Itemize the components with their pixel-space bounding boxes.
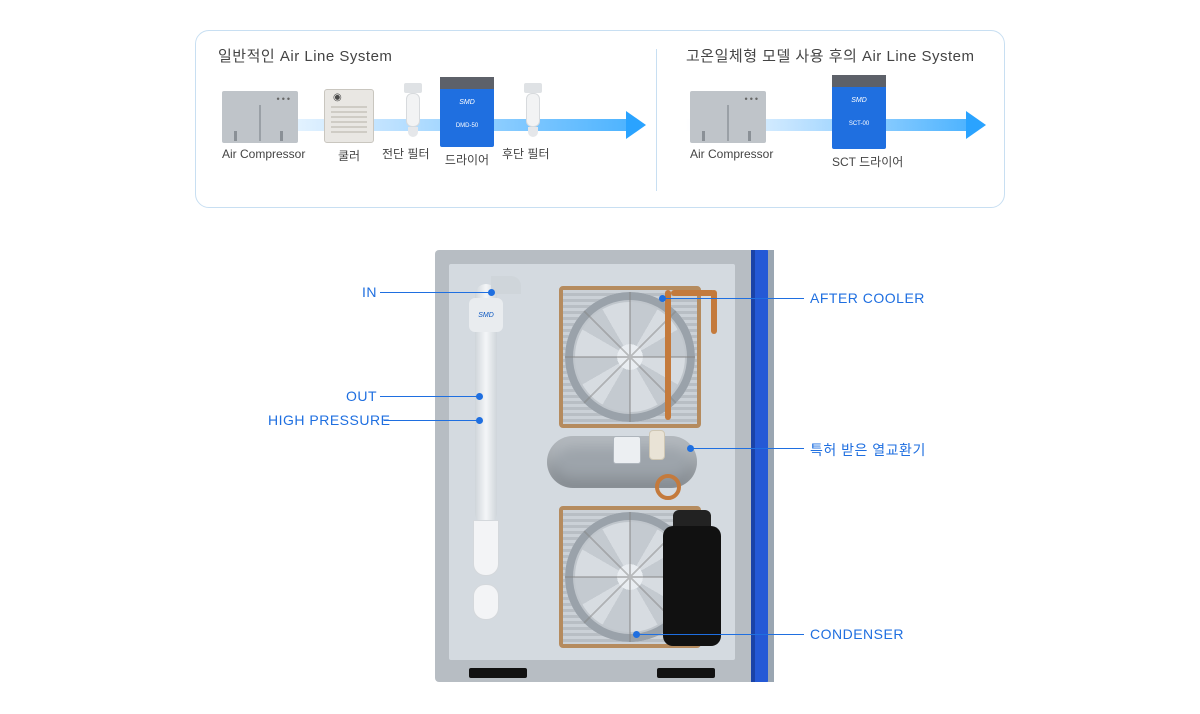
callout-condenser: CONDENSER [810, 626, 904, 642]
lead-out [380, 396, 480, 397]
control-box [613, 436, 641, 464]
dryer-logo: SMD [832, 97, 886, 104]
dryer-model: DMD-50 [440, 123, 494, 129]
lead-high-pressure [384, 420, 480, 421]
left-item-postfilter: 후단 필터 [516, 83, 550, 162]
lead-in [380, 292, 492, 293]
left-item-prefilter: 전단 필터 [396, 83, 430, 162]
item-label: 후단 필터 [502, 145, 550, 162]
filter-icon [404, 83, 422, 141]
callout-high-pressure: HIGH PRESSURE [268, 412, 390, 428]
receiver-cylinder [649, 430, 665, 460]
machine-diagram: SMD [435, 250, 765, 682]
dryer-logo: SMD [440, 99, 494, 106]
callout-after-cooler: AFTER COOLER [810, 290, 925, 306]
left-item-dryer: SMD DMD-50 드라이어 [440, 77, 494, 168]
comparison-panel: 일반적인 Air Line System 고온일체형 모델 사용 후의 Air … [195, 30, 1005, 208]
item-label: 전단 필터 [382, 145, 430, 162]
item-label: Air Compressor [222, 147, 305, 161]
right-item-sct-dryer: SMD SCT-00 SCT 드라이어 [832, 75, 903, 170]
sct-dryer-icon: SMD SCT-00 [832, 75, 886, 149]
item-label: 드라이어 [440, 151, 494, 168]
lead-condenser [636, 634, 804, 635]
compressor-icon [222, 91, 298, 143]
refrigerant-compressor [663, 526, 721, 646]
separator-bowl-upper [473, 520, 499, 576]
base-feet [459, 666, 725, 678]
copper-pipe [671, 290, 715, 296]
right-section-title: 고온일체형 모델 사용 후의 Air Line System [686, 45, 975, 66]
panel-divider [656, 49, 657, 191]
dryer-model: SCT-00 [832, 121, 886, 127]
callout-in: IN [362, 284, 377, 300]
inlet-elbow [491, 276, 521, 294]
left-section-title: 일반적인 Air Line System [218, 45, 392, 66]
lead-heat-exchanger [690, 448, 804, 449]
after-cooler-fan-icon [565, 292, 695, 422]
item-label: SCT 드라이어 [832, 153, 903, 170]
separator-bowl-lower [473, 584, 499, 620]
right-item-compressor: Air Compressor [690, 91, 773, 161]
callout-out: OUT [346, 388, 377, 404]
inline-filter-head: SMD [469, 298, 503, 332]
filter-icon [524, 83, 542, 141]
item-label: Air Compressor [690, 147, 773, 161]
cooler-icon [324, 89, 374, 143]
compressor-icon [690, 91, 766, 143]
cabinet-door [751, 250, 771, 682]
item-label: 쿨러 [324, 147, 374, 164]
copper-pipe [711, 290, 717, 334]
left-item-compressor: Air Compressor [222, 91, 305, 161]
callout-heat-exchanger: 특허 받은 열교환기 [810, 440, 926, 460]
lead-after-cooler [662, 298, 804, 299]
dryer-icon: SMD DMD-50 [440, 77, 494, 147]
left-item-cooler: 쿨러 [324, 89, 374, 164]
copper-pipe [665, 290, 671, 420]
copper-coil [655, 474, 681, 500]
